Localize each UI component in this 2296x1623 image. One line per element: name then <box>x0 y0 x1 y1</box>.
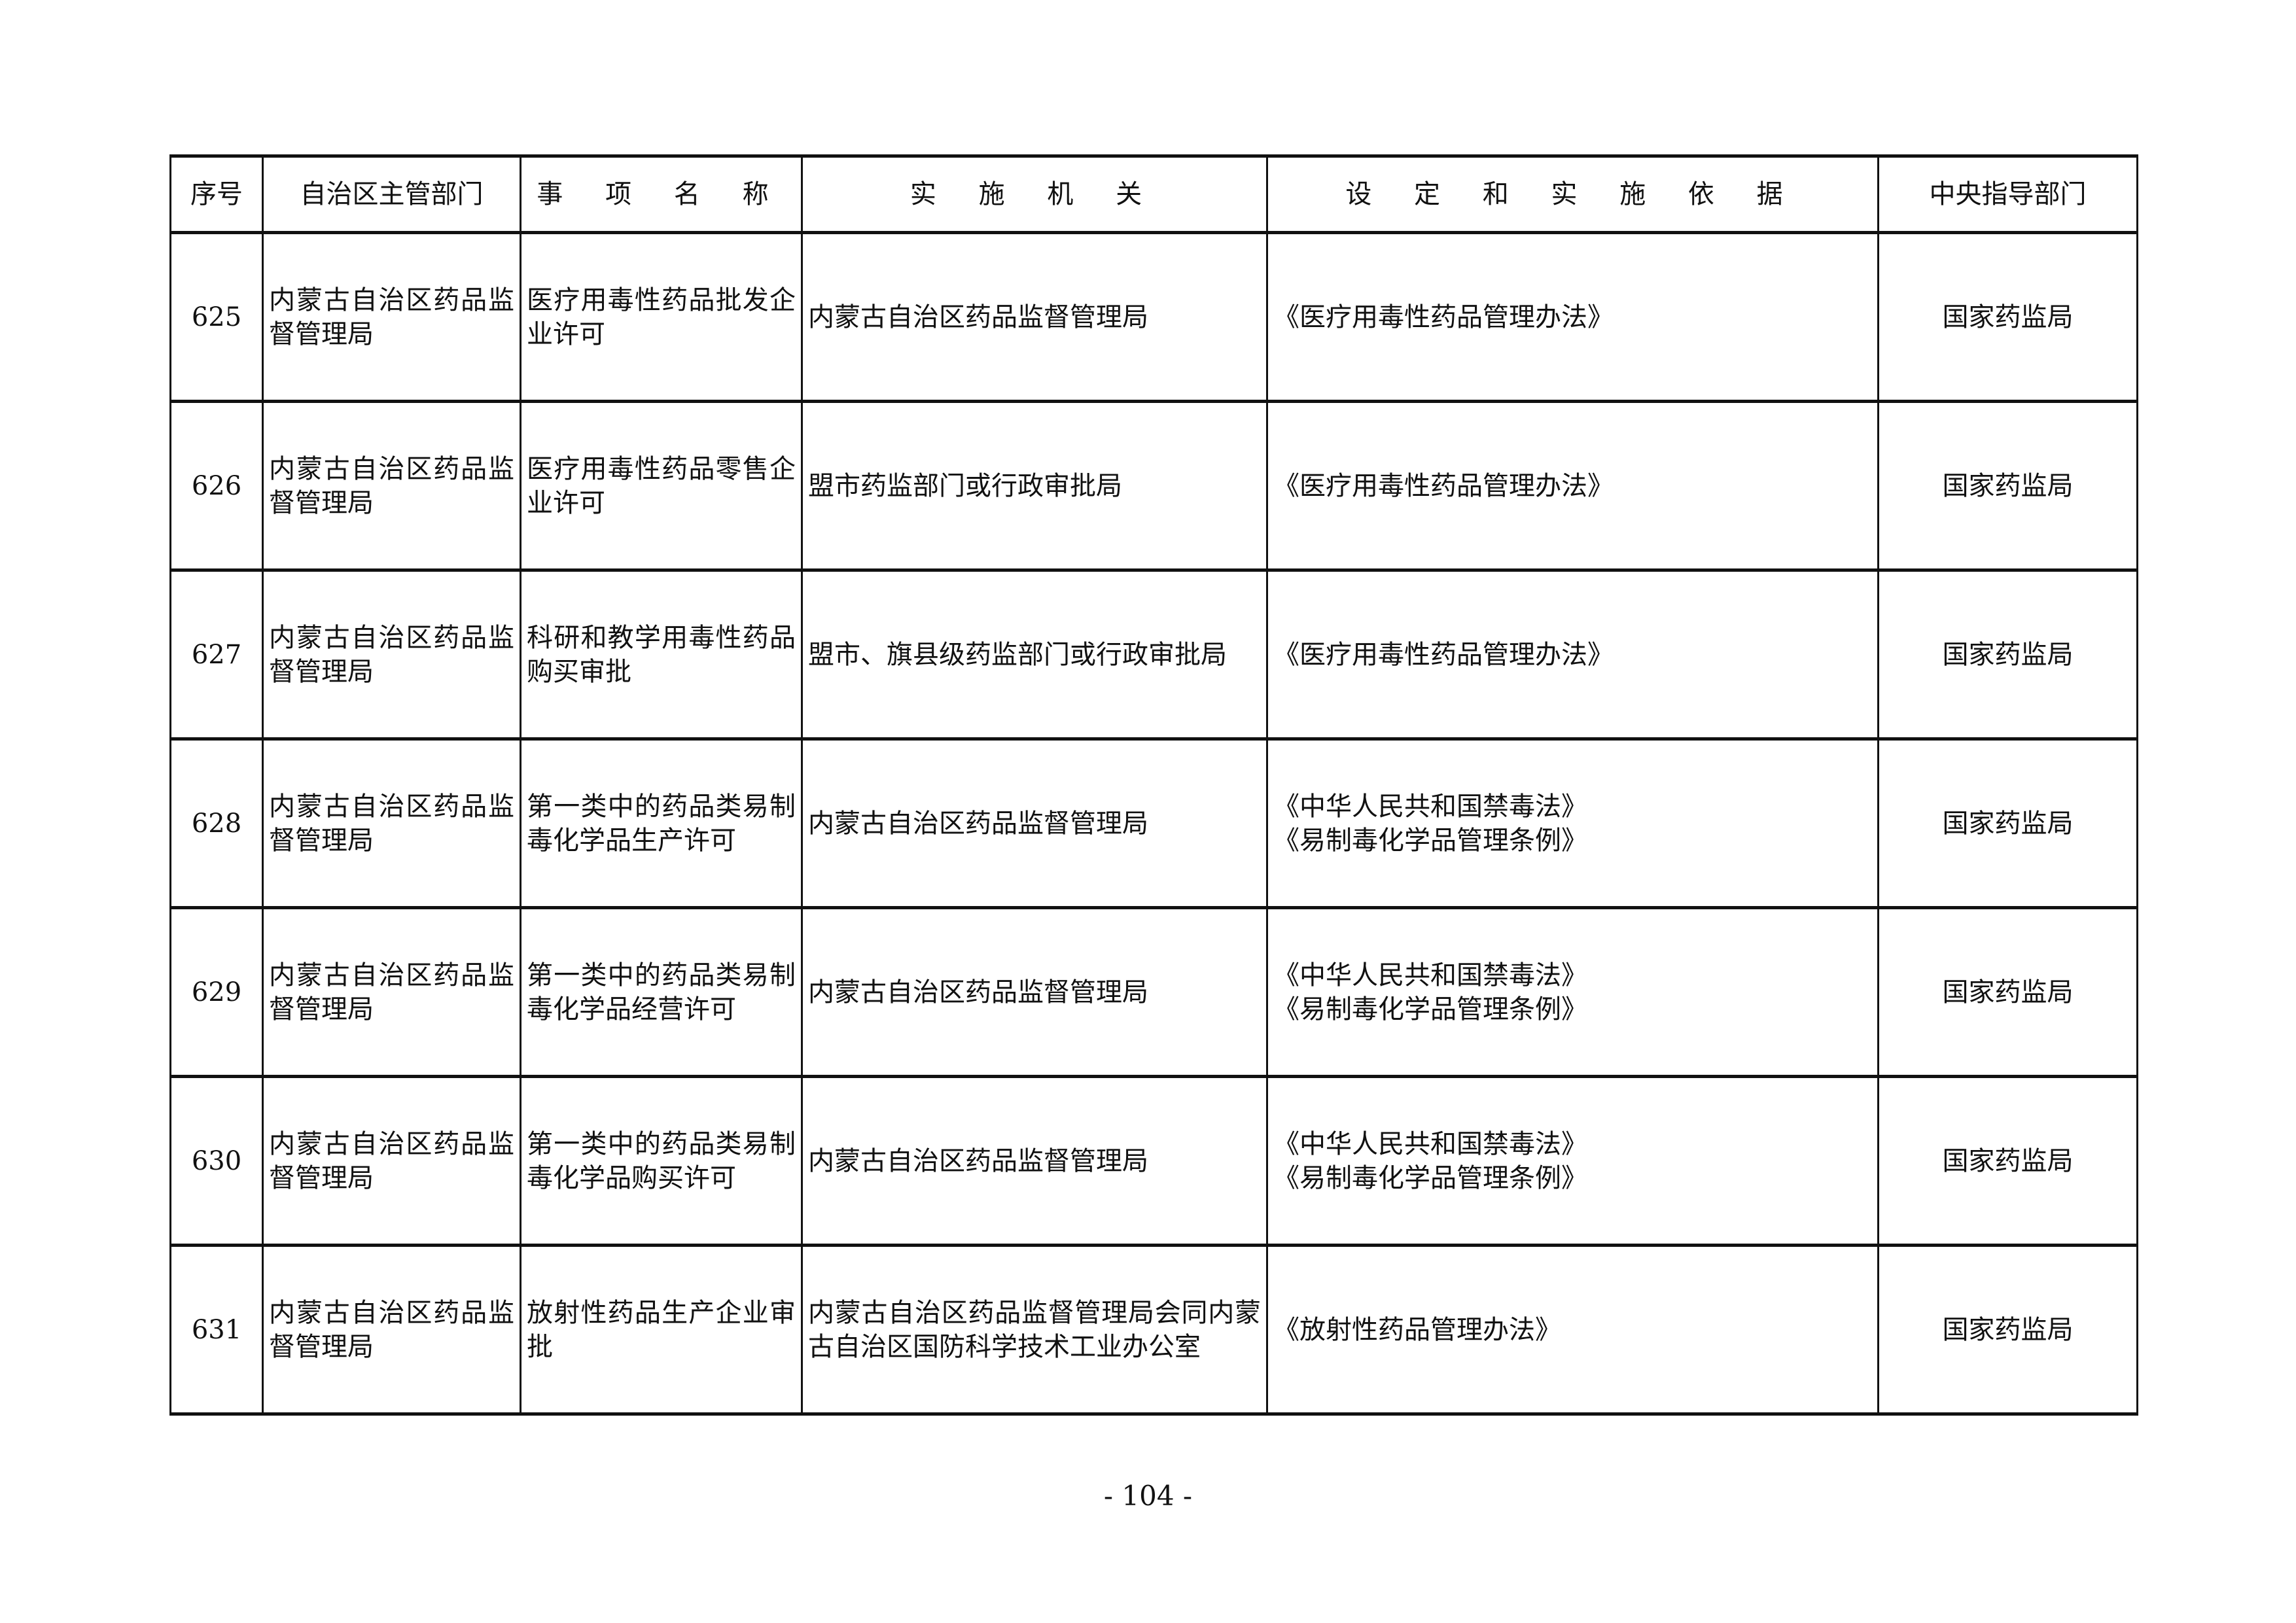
header-basis: 设 定 和 实 施 依 据 <box>1266 154 1879 234</box>
cell-basis: 《医疗用毒性药品管理办法》 <box>1266 400 1879 572</box>
cell-basis: 《中华人民共和国禁毒法》 《易制毒化学品管理条例》 <box>1266 906 1879 1078</box>
cell-agency: 内蒙古自治区药品监督管理局 <box>801 906 1268 1078</box>
table-header-row: 序号 自治区主管部门 事 项 名 称 实 施 机 关 设 定 和 实 施 依 据… <box>169 154 2138 234</box>
cell-agency: 内蒙古自治区药品监督管理局会同内蒙古自治区国防科学技术工业办公室 <box>801 1244 1268 1416</box>
cell-basis: 《中华人民共和国禁毒法》 《易制毒化学品管理条例》 <box>1266 1075 1879 1247</box>
cell-no: 627 <box>169 568 264 741</box>
cell-item: 科研和教学用毒性药品购买审批 <box>520 568 803 741</box>
cell-no: 630 <box>169 1075 264 1247</box>
cell-dept: 内蒙古自治区药品监督管理局 <box>262 1244 521 1416</box>
cell-central: 国家药监局 <box>1877 400 2138 572</box>
table-row: 629 内蒙古自治区药品监督管理局 第一类中的药品类易制毒化学品经营许可 内蒙古自治区… <box>169 906 2138 1078</box>
page-number: - 104 - <box>1103 1480 1193 1512</box>
cell-item: 第一类中的药品类易制毒化学品购买许可 <box>520 1075 803 1247</box>
cell-dept: 内蒙古自治区药品监督管理局 <box>262 231 521 403</box>
cell-no: 631 <box>169 1244 264 1416</box>
cell-central: 国家药监局 <box>1877 1244 2138 1416</box>
header-central: 中央指导部门 <box>1877 154 2138 234</box>
cell-dept: 内蒙古自治区药品监督管理局 <box>262 1075 521 1247</box>
cell-central: 国家药监局 <box>1877 1075 2138 1247</box>
basis-line: 《易制毒化学品管理条例》 <box>1273 825 1587 856</box>
cell-dept: 内蒙古自治区药品监督管理局 <box>262 400 521 572</box>
table-row: 626 内蒙古自治区药品监督管理局 医疗用毒性药品零售企业许可 盟市药监部门或行政审批… <box>169 400 2138 572</box>
cell-item: 医疗用毒性药品零售企业许可 <box>520 400 803 572</box>
cell-dept: 内蒙古自治区药品监督管理局 <box>262 737 521 909</box>
basis-line: 《医疗用毒性药品管理办法》 <box>1273 302 1614 332</box>
cell-central: 国家药监局 <box>1877 231 2138 403</box>
cell-no: 629 <box>169 906 264 1078</box>
items-table: 序号 自治区主管部门 事 项 名 称 实 施 机 关 设 定 和 实 施 依 据… <box>169 154 2138 1416</box>
basis-line: 《中华人民共和国禁毒法》 <box>1273 791 1587 822</box>
cell-no: 628 <box>169 737 264 909</box>
cell-agency: 内蒙古自治区药品监督管理局 <box>801 1075 1268 1247</box>
table-row: 628 内蒙古自治区药品监督管理局 第一类中的药品类易制毒化学品生产许可 内蒙古自治区… <box>169 737 2138 909</box>
cell-item: 第一类中的药品类易制毒化学品生产许可 <box>520 737 803 909</box>
table-row: 630 内蒙古自治区药品监督管理局 第一类中的药品类易制毒化学品购买许可 内蒙古自治区… <box>169 1075 2138 1247</box>
table-row: 625 内蒙古自治区药品监督管理局 医疗用毒性药品批发企业许可 内蒙古自治区药品监督管… <box>169 231 2138 403</box>
cell-basis: 《中华人民共和国禁毒法》 《易制毒化学品管理条例》 <box>1266 737 1879 909</box>
cell-central: 国家药监局 <box>1877 737 2138 909</box>
header-agency: 实 施 机 关 <box>801 154 1268 234</box>
cell-no: 625 <box>169 231 264 403</box>
table-row: 631 内蒙古自治区药品监督管理局 放射性药品生产企业审批 内蒙古自治区药品监督管理局… <box>169 1244 2138 1416</box>
basis-line: 《中华人民共和国禁毒法》 <box>1273 960 1587 990</box>
basis-line: 《易制毒化学品管理条例》 <box>1273 1162 1587 1193</box>
basis-line: 《放射性药品管理办法》 <box>1273 1314 1561 1345</box>
basis-line: 《医疗用毒性药品管理办法》 <box>1273 470 1614 501</box>
cell-agency: 盟市药监部门或行政审批局 <box>801 400 1268 572</box>
cell-agency: 内蒙古自治区药品监督管理局 <box>801 737 1268 909</box>
cell-central: 国家药监局 <box>1877 906 2138 1078</box>
header-dept: 自治区主管部门 <box>262 154 521 234</box>
cell-item: 第一类中的药品类易制毒化学品经营许可 <box>520 906 803 1078</box>
cell-no: 626 <box>169 400 264 572</box>
basis-line: 《中华人民共和国禁毒法》 <box>1273 1128 1587 1159</box>
cell-basis: 《医疗用毒性药品管理办法》 <box>1266 231 1879 403</box>
cell-basis: 《医疗用毒性药品管理办法》 <box>1266 568 1879 741</box>
cell-item: 医疗用毒性药品批发企业许可 <box>520 231 803 403</box>
header-no: 序号 <box>169 154 264 234</box>
cell-agency: 盟市、旗县级药监部门或行政审批局 <box>801 568 1268 741</box>
cell-dept: 内蒙古自治区药品监督管理局 <box>262 906 521 1078</box>
basis-line: 《医疗用毒性药品管理办法》 <box>1273 639 1614 670</box>
cell-central: 国家药监局 <box>1877 568 2138 741</box>
cell-dept: 内蒙古自治区药品监督管理局 <box>262 568 521 741</box>
basis-line: 《易制毒化学品管理条例》 <box>1273 994 1587 1024</box>
header-item: 事 项 名 称 <box>520 154 803 234</box>
cell-agency: 内蒙古自治区药品监督管理局 <box>801 231 1268 403</box>
table-row: 627 内蒙古自治区药品监督管理局 科研和教学用毒性药品购买审批 盟市、旗县级药监部门… <box>169 568 2138 741</box>
cell-basis: 《放射性药品管理办法》 <box>1266 1244 1879 1416</box>
cell-item: 放射性药品生产企业审批 <box>520 1244 803 1416</box>
